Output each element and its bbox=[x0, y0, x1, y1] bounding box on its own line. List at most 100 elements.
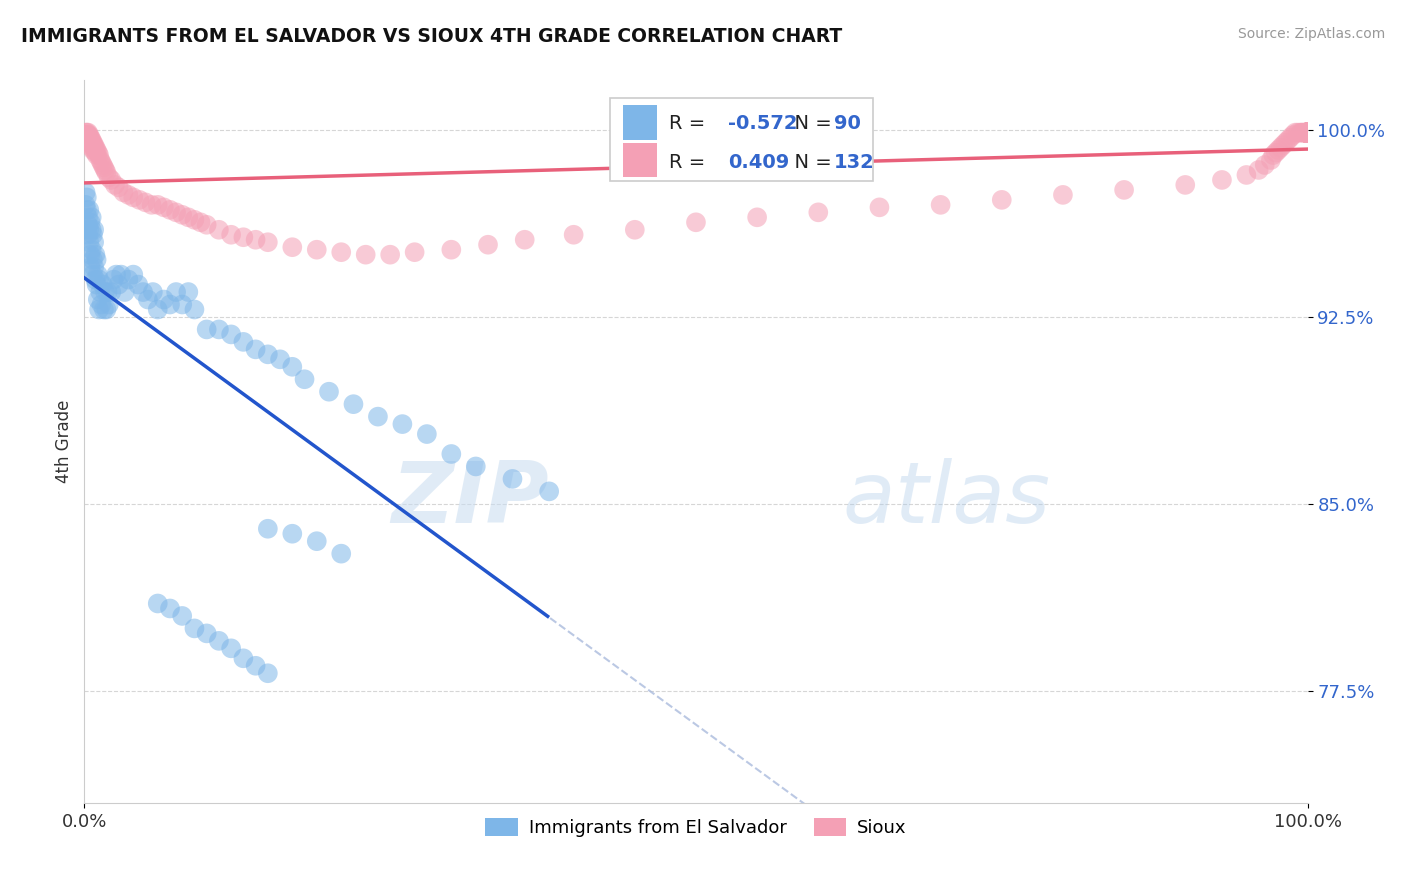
Point bbox=[1295, 126, 1317, 140]
Point bbox=[1291, 126, 1313, 140]
Point bbox=[77, 128, 100, 142]
Point bbox=[90, 155, 112, 169]
Point bbox=[1295, 126, 1317, 140]
Point bbox=[1247, 163, 1270, 178]
Point bbox=[1295, 126, 1317, 140]
Point bbox=[84, 140, 107, 154]
Point bbox=[219, 641, 242, 656]
Point bbox=[1274, 136, 1296, 150]
Legend: Immigrants from El Salvador, Sioux: Immigrants from El Salvador, Sioux bbox=[478, 811, 914, 845]
Point bbox=[79, 215, 101, 229]
Text: -0.572: -0.572 bbox=[728, 114, 797, 133]
Point bbox=[172, 297, 194, 311]
FancyBboxPatch shape bbox=[623, 105, 657, 140]
Point bbox=[97, 170, 120, 185]
Point bbox=[318, 384, 340, 399]
Point bbox=[146, 302, 169, 317]
Point bbox=[86, 148, 108, 162]
Point bbox=[86, 252, 108, 267]
Point bbox=[96, 165, 118, 179]
Point bbox=[83, 235, 105, 250]
Point bbox=[87, 302, 110, 317]
Point bbox=[1282, 128, 1305, 142]
Point bbox=[79, 130, 101, 145]
Point bbox=[513, 233, 536, 247]
Point bbox=[330, 245, 353, 260]
Point bbox=[80, 211, 103, 225]
Point bbox=[1295, 126, 1317, 140]
Point bbox=[1211, 173, 1233, 187]
Point bbox=[195, 322, 218, 336]
Point bbox=[1263, 148, 1285, 162]
Point bbox=[177, 285, 200, 299]
Point bbox=[79, 133, 101, 147]
Point bbox=[82, 227, 104, 242]
Point bbox=[77, 126, 100, 140]
Point bbox=[208, 322, 231, 336]
Point bbox=[75, 126, 97, 140]
Point bbox=[80, 133, 103, 147]
Point bbox=[562, 227, 585, 242]
Point bbox=[79, 138, 101, 153]
Point bbox=[1270, 140, 1292, 154]
Text: Source: ZipAtlas.com: Source: ZipAtlas.com bbox=[1237, 27, 1385, 41]
Point bbox=[76, 128, 98, 142]
Point bbox=[87, 268, 110, 282]
Point bbox=[281, 240, 304, 254]
Text: atlas: atlas bbox=[842, 458, 1050, 541]
Point bbox=[159, 297, 181, 311]
Point bbox=[245, 658, 267, 673]
Point bbox=[391, 417, 413, 431]
Point bbox=[1295, 126, 1317, 140]
Point bbox=[1295, 126, 1317, 140]
Point bbox=[219, 327, 242, 342]
Point bbox=[257, 235, 280, 250]
Point bbox=[77, 227, 100, 242]
Point bbox=[90, 297, 112, 311]
Point bbox=[440, 447, 463, 461]
Point bbox=[117, 187, 139, 202]
Point bbox=[153, 200, 176, 214]
Y-axis label: 4th Grade: 4th Grade bbox=[55, 400, 73, 483]
Point bbox=[77, 211, 100, 225]
Point bbox=[77, 130, 100, 145]
Point bbox=[165, 285, 187, 299]
Point bbox=[685, 215, 707, 229]
Point bbox=[103, 272, 125, 286]
Point bbox=[86, 143, 108, 157]
Point bbox=[1295, 126, 1317, 140]
Point bbox=[136, 293, 159, 307]
Point bbox=[538, 484, 561, 499]
Point bbox=[1295, 126, 1317, 140]
Point bbox=[380, 248, 402, 262]
Point bbox=[1114, 183, 1136, 197]
Point bbox=[257, 666, 280, 681]
Point bbox=[104, 178, 127, 192]
Point bbox=[93, 302, 115, 317]
Point bbox=[107, 180, 129, 194]
Point bbox=[477, 237, 499, 252]
Point bbox=[195, 218, 218, 232]
Point bbox=[83, 223, 105, 237]
Point bbox=[117, 272, 139, 286]
Point bbox=[1260, 153, 1282, 167]
Point bbox=[83, 260, 105, 274]
Text: ZIP: ZIP bbox=[391, 458, 550, 541]
Point bbox=[141, 198, 163, 212]
Point bbox=[91, 277, 114, 292]
Point bbox=[367, 409, 389, 424]
Point bbox=[1277, 133, 1299, 147]
Point bbox=[1174, 178, 1197, 192]
Point bbox=[404, 245, 426, 260]
Point bbox=[76, 133, 98, 147]
Point bbox=[1295, 126, 1317, 140]
Point bbox=[84, 145, 107, 160]
Point bbox=[177, 211, 200, 225]
Point bbox=[122, 190, 145, 204]
Point bbox=[135, 195, 157, 210]
Point bbox=[232, 334, 254, 349]
Point bbox=[183, 302, 205, 317]
Point bbox=[77, 218, 100, 232]
Point bbox=[1289, 126, 1312, 140]
Point bbox=[1295, 126, 1317, 140]
